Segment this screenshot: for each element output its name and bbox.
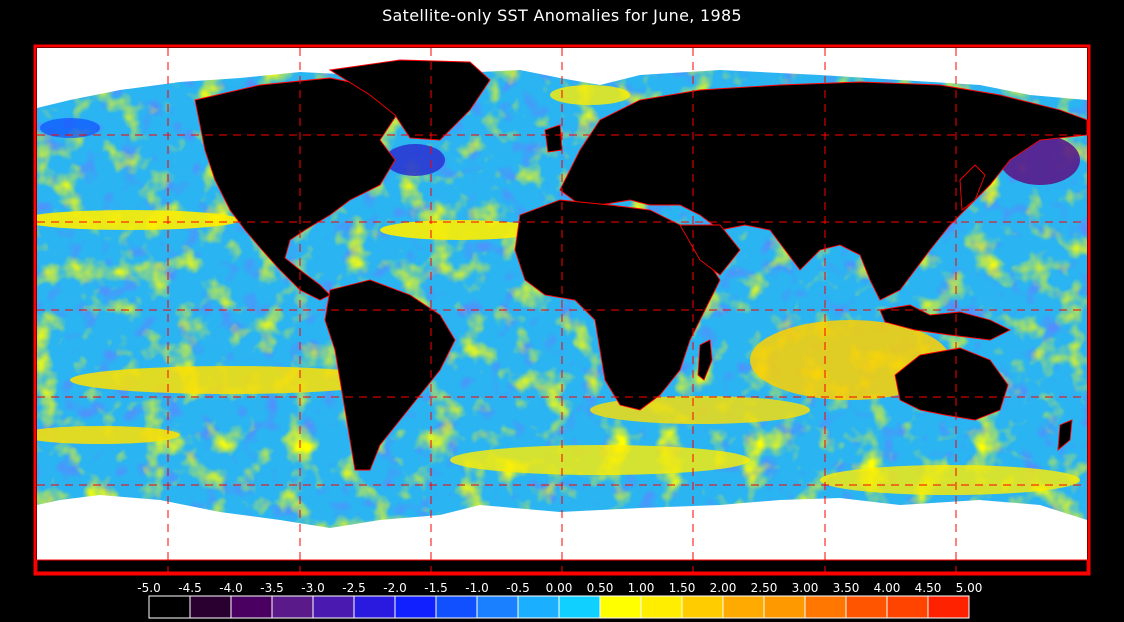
arabian-peninsula	[679, 224, 741, 276]
madagascar	[697, 339, 713, 381]
color-scale-swatch	[681, 595, 724, 619]
color-scale-swatch	[189, 595, 232, 619]
color-scale-swatch	[763, 595, 806, 619]
color-scale-swatch	[271, 595, 314, 619]
south-america	[324, 279, 456, 471]
eurasia	[559, 81, 1088, 301]
map-frame	[33, 44, 1091, 576]
color-scale-swatch	[640, 595, 683, 619]
color-scale-swatch	[927, 595, 970, 619]
color-scale-swatch	[517, 595, 560, 619]
africa	[514, 199, 721, 411]
color-scale-swatch	[722, 595, 765, 619]
continents	[36, 59, 1088, 573]
color-scale-swatch	[148, 595, 191, 619]
australia	[894, 347, 1009, 421]
map-title: Satellite-only SST Anomalies for June, 1…	[382, 6, 742, 25]
color-scale-swatch	[845, 595, 888, 619]
color-scale-swatch	[394, 595, 437, 619]
color-scale-swatch	[599, 595, 642, 619]
graticule	[37, 48, 1087, 572]
greenland	[328, 59, 491, 141]
color-scale-bar	[148, 595, 970, 619]
color-scale-swatch	[804, 595, 847, 619]
japan	[959, 164, 986, 211]
color-scale-swatch	[435, 595, 478, 619]
color-scale-swatch	[886, 595, 929, 619]
color-scale-swatch	[353, 595, 396, 619]
color-scale-swatch	[312, 595, 355, 619]
indonesia	[879, 304, 1012, 341]
color-scale-swatch	[476, 595, 519, 619]
color-scale-swatch	[230, 595, 273, 619]
new-zealand	[1057, 419, 1073, 452]
color-scale-swatch	[558, 595, 601, 619]
british-isles	[544, 124, 563, 153]
